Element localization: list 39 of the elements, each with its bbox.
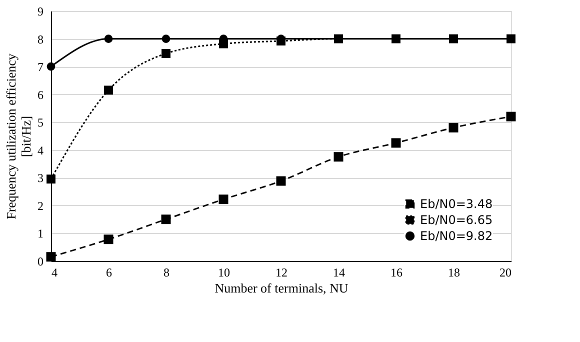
legend-label: Eb/N0=3.48	[420, 197, 493, 211]
point	[506, 112, 516, 122]
point	[161, 214, 171, 224]
point	[104, 34, 113, 43]
y-tick-label: 2	[38, 198, 44, 213]
point	[218, 194, 228, 204]
y-tick-label: 8	[38, 32, 44, 46]
x-tick-label: 14	[333, 266, 345, 280]
x-tick-label: 4	[52, 266, 58, 280]
y-tick-label: 0	[38, 254, 44, 268]
y-tick-label: 6	[38, 88, 44, 102]
y-tick-label: 3	[38, 171, 44, 186]
y-axis-title: Frequency utilization efficiency [bit/Hz]	[4, 53, 34, 220]
point	[46, 252, 56, 262]
point	[391, 138, 401, 148]
point	[276, 176, 286, 186]
y-tick-label: 1	[38, 226, 44, 241]
x-tick-label: 16	[390, 266, 402, 280]
point	[104, 234, 114, 244]
y-tick-label: 7	[38, 60, 44, 74]
x-tick-label: 8	[164, 266, 170, 280]
point	[162, 34, 170, 43]
y-tick-label: 9	[38, 4, 44, 18]
x-tick-label: 10	[218, 266, 230, 280]
point	[46, 62, 56, 71]
point	[162, 49, 170, 58]
x-tick-label: 20	[500, 266, 512, 280]
x-axis-title: Number of terminals, NU	[214, 280, 349, 296]
y-tick-label: 5	[38, 116, 44, 130]
point	[46, 174, 56, 184]
legend-label: Eb/N0=6.65	[420, 213, 493, 227]
x-tick-label: 12	[276, 266, 288, 280]
legend-label: Eb/N0=9.82	[420, 229, 493, 243]
point	[104, 86, 113, 95]
point	[334, 152, 344, 162]
point	[448, 122, 458, 132]
x-tick-label: 6	[106, 266, 112, 280]
x-tick-label: 18	[448, 266, 460, 280]
y-tick-label: 4	[38, 143, 44, 158]
